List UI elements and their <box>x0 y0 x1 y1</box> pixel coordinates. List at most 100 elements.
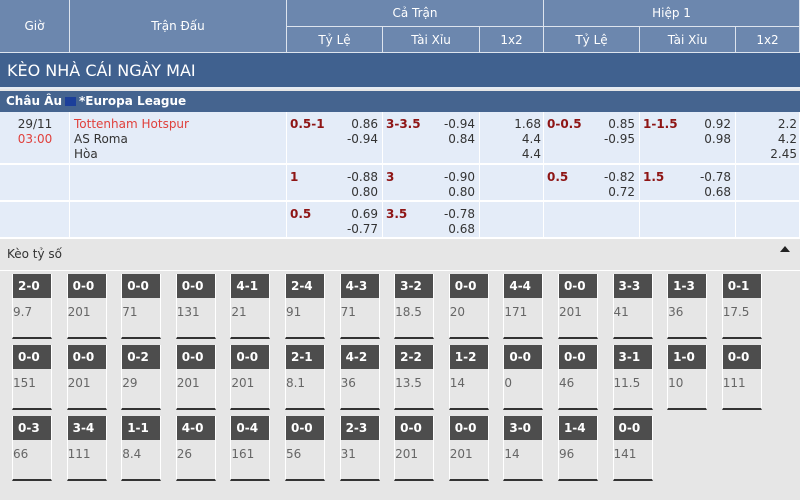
score-box[interactable]: 0-0 56 <box>284 416 325 481</box>
score-box[interactable]: 4-1 21 <box>230 274 271 339</box>
score-box[interactable]: 0-0 201 <box>175 345 216 410</box>
odds-value[interactable]: 0.72 <box>608 185 635 199</box>
odds-value[interactable]: -0.95 <box>603 132 635 146</box>
score-box[interactable]: 0-4 161 <box>230 416 271 481</box>
score-box[interactable]: 0-2 29 <box>121 345 162 410</box>
odds-value[interactable]: -0.94 <box>443 117 475 131</box>
score-box[interactable]: 0-3 66 <box>12 416 52 481</box>
score-box[interactable]: 0-0 141 <box>612 416 653 481</box>
odds-value[interactable]: 0.92 <box>704 117 731 131</box>
line-value[interactable]: 0.5-1 <box>290 117 325 131</box>
score-box[interactable]: 0-0 20 <box>448 274 489 339</box>
score-box[interactable]: 1-2 14 <box>448 345 489 410</box>
score-box[interactable]: 1-1 8.4 <box>121 416 162 481</box>
odds-value[interactable]: -0.90 <box>443 170 475 184</box>
score-box[interactable]: 4-4 171 <box>503 274 544 339</box>
table-cell[interactable] <box>640 202 736 239</box>
score-box[interactable]: 2-4 91 <box>284 274 325 339</box>
odds-value[interactable]: -0.94 <box>346 132 378 146</box>
odds-value[interactable]: 0.98 <box>704 132 731 146</box>
line-value[interactable]: 3-3.5 <box>386 117 421 131</box>
odds-value[interactable]: 0.68 <box>704 185 731 199</box>
score-box[interactable]: 3-0 14 <box>503 416 544 481</box>
score-box[interactable]: 4-0 26 <box>175 416 216 481</box>
score-box[interactable]: 0-0 151 <box>12 345 52 410</box>
header-match: Trận Đấu <box>70 0 287 53</box>
line-value[interactable]: 3.5 <box>386 207 408 221</box>
line-value[interactable]: 1 <box>290 170 299 184</box>
score-box[interactable]: 2-0 9.7 <box>12 274 52 339</box>
table-cell[interactable] <box>736 202 800 239</box>
table-cell[interactable]: 0.5 -0.82 0.72 <box>544 165 640 202</box>
line-value[interactable]: 0-0.5 <box>547 117 582 131</box>
odds-1x2[interactable]: 1.68 <box>514 117 541 131</box>
odds-value[interactable]: 0.80 <box>448 185 475 199</box>
score-box[interactable]: 1-0 10 <box>667 345 708 410</box>
odds-value[interactable]: 0.68 <box>448 222 475 236</box>
score-box[interactable]: 0-0 111 <box>721 345 762 410</box>
score-box[interactable]: 0-0 46 <box>557 345 598 410</box>
score-box[interactable]: 2-2 13.5 <box>394 345 435 410</box>
table-cell[interactable] <box>480 202 544 239</box>
score-box[interactable]: 0-0 201 <box>394 416 435 481</box>
line-value[interactable]: 1-1.5 <box>643 117 678 131</box>
odds-value[interactable]: 0.84 <box>448 132 475 146</box>
score-box[interactable]: 0-0 201 <box>448 416 489 481</box>
score-box[interactable]: 0-0 71 <box>121 274 162 339</box>
odds-value[interactable]: 0.69 <box>351 207 378 221</box>
score-box[interactable]: 0-0 201 <box>557 274 598 339</box>
score-box[interactable]: 0-0 0 <box>503 345 544 410</box>
table-cell[interactable] <box>736 165 800 202</box>
table-cell[interactable]: 3 -0.90 0.80 <box>383 165 480 202</box>
odds-1x2[interactable]: 2.2 <box>777 117 797 131</box>
line-value[interactable]: 0.5 <box>547 170 569 184</box>
line-value[interactable]: 1.5 <box>643 170 665 184</box>
score-box[interactable]: 0-0 201 <box>66 274 107 339</box>
odds-value[interactable]: 0.80 <box>351 185 378 199</box>
score-box[interactable]: 3-4 111 <box>66 416 107 481</box>
odds-value[interactable]: -0.88 <box>346 170 378 184</box>
table-cell[interactable]: 3-3.5 -0.94 0.84 <box>383 112 480 165</box>
line-value[interactable]: 3 <box>386 170 395 184</box>
score-box[interactable]: 3-2 18.5 <box>394 274 435 339</box>
table-cell[interactable]: 1.68 4.4 4.4 <box>480 112 544 165</box>
table-cell[interactable]: 0.5-1 0.86 -0.94 <box>287 112 383 165</box>
score-box[interactable]: 0-0 131 <box>175 274 216 339</box>
odds-value[interactable]: -0.78 <box>443 207 475 221</box>
odds-value[interactable]: -0.78 <box>699 170 731 184</box>
table-cell[interactable] <box>480 165 544 202</box>
odds-1x2[interactable]: 4.4 <box>521 147 541 161</box>
score-box[interactable]: 0-1 17.5 <box>721 274 762 339</box>
score-box[interactable]: 0-0 201 <box>66 345 107 410</box>
score-box[interactable]: 0-0 201 <box>230 345 271 410</box>
caret-up-icon[interactable] <box>780 246 790 252</box>
table-cell[interactable]: 2.2 4.2 2.45 <box>736 112 800 165</box>
table-cell[interactable]: 3.5 -0.78 0.68 <box>383 202 480 239</box>
score-box[interactable]: 2-1 8.1 <box>284 345 325 410</box>
score-box[interactable]: 1-4 96 <box>557 416 598 481</box>
score-box[interactable]: 3-1 11.5 <box>612 345 653 410</box>
score-label: 1-1 <box>122 416 161 440</box>
away-team: AS Roma <box>74 132 128 146</box>
odds-1x2[interactable]: 2.45 <box>770 147 797 161</box>
odds-1x2[interactable]: 4.4 <box>521 132 541 146</box>
match-date: 29/11 <box>17 117 53 131</box>
score-box[interactable]: 2-3 31 <box>339 416 380 481</box>
odds-value[interactable]: -0.77 <box>346 222 378 236</box>
table-cell[interactable]: 0-0.5 0.85 -0.95 <box>544 112 640 165</box>
score-box[interactable]: 4-2 36 <box>339 345 380 410</box>
score-box[interactable]: 1-3 36 <box>667 274 708 339</box>
odds-value[interactable]: -0.82 <box>603 170 635 184</box>
table-cell[interactable]: 0.5 0.69 -0.77 <box>287 202 383 239</box>
score-box[interactable]: 3-3 41 <box>612 274 653 339</box>
line-value[interactable]: 0.5 <box>290 207 312 221</box>
score-box[interactable]: 4-3 71 <box>339 274 380 339</box>
table-cell[interactable]: 1 -0.88 0.80 <box>287 165 383 202</box>
odds-value[interactable]: 0.85 <box>608 117 635 131</box>
odds-1x2[interactable]: 4.2 <box>777 132 797 146</box>
league-row[interactable]: Châu Âu *Europa League <box>0 91 800 112</box>
table-cell[interactable]: 1-1.5 0.92 0.98 <box>640 112 736 165</box>
table-cell[interactable]: 1.5 -0.78 0.68 <box>640 165 736 202</box>
table-cell[interactable] <box>544 202 640 239</box>
odds-value[interactable]: 0.86 <box>351 117 378 131</box>
